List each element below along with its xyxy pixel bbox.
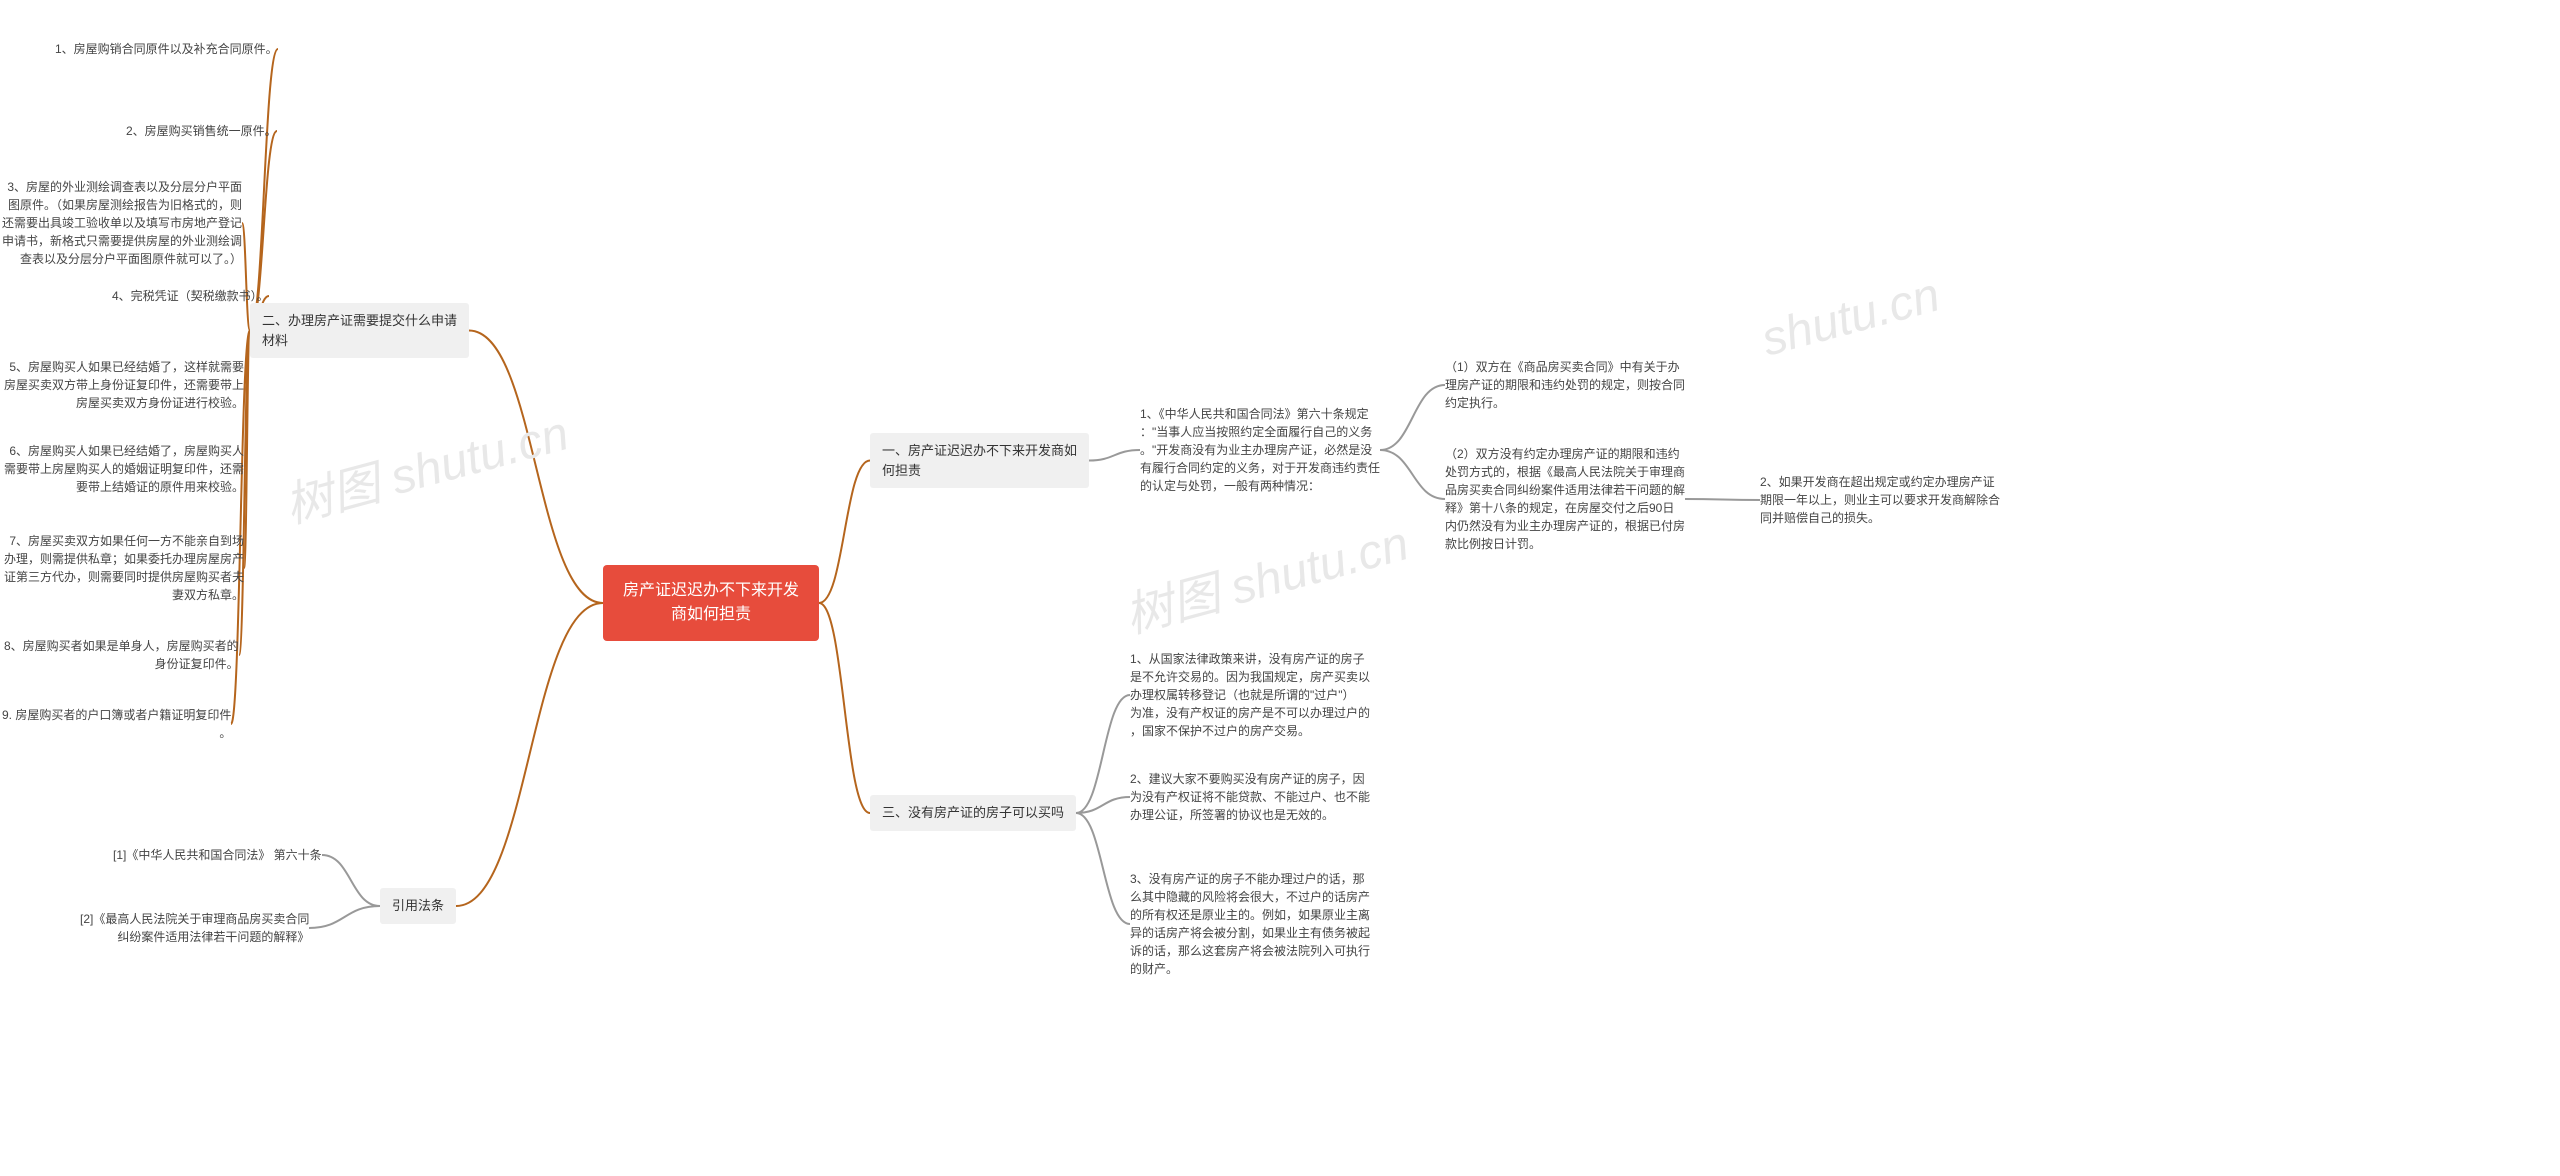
sub-node-s4[interactable]: 引用法条 [380, 888, 456, 924]
leaf-node[interactable]: [1]《中华人民共和国合同法》 第六十条 [113, 846, 322, 864]
sub-node-s1[interactable]: 一、房产证迟迟办不下来开发商如何担责 [870, 433, 1089, 488]
leaf-node[interactable]: 8、房屋购买者如果是单身人，房屋购买者的身份证复印件。 [4, 637, 239, 673]
leaf-node[interactable]: 3、房屋的外业测绘调查表以及分层分户平面图原件。（如果房屋测绘报告为旧格式的，则… [2, 178, 242, 268]
watermark: 树图 shutu.cn [276, 394, 575, 537]
leaf-node[interactable]: [2]《最高人民法院关于审理商品房买卖合同纠纷案件适用法律若干问题的解释》 [80, 910, 309, 946]
leaf-node[interactable]: 6、房屋购买人如果已经结婚了，房屋购买人需要带上房屋购买人的婚姻证明复印件，还需… [4, 442, 244, 496]
leaf-node[interactable]: 2、如果开发商在超出规定或约定办理房产证期限一年以上，则业主可以要求开发商解除合… [1760, 473, 2000, 527]
leaf-node[interactable]: 7、房屋买卖双方如果任何一方不能亲自到场办理，则需提供私章；如果委托办理房屋房产… [4, 532, 244, 604]
leaf-node[interactable]: 1、从国家法律政策来讲，没有房产证的房子是不允许交易的。因为我国规定，房产买卖以… [1130, 650, 1370, 740]
sub-node-s3[interactable]: 三、没有房产证的房子可以买吗 [870, 795, 1076, 831]
leaf-node[interactable]: 2、建议大家不要购买没有房产证的房子，因为没有产权证将不能贷款、不能过户、也不能… [1130, 770, 1370, 824]
leaf-node[interactable]: 1、房屋购销合同原件以及补充合同原件。 [55, 40, 278, 58]
watermark: 树图 shutu.cn [1116, 504, 1415, 647]
sub-node-s2[interactable]: 二、办理房产证需要提交什么申请材料 [250, 303, 469, 358]
leaf-node[interactable]: （1）双方在《商品房买卖合同》中有关于办理房产证的期限和违约处罚的规定，则按合同… [1445, 358, 1685, 412]
leaf-node[interactable]: 2、房屋购买销售统一原件。 [126, 122, 277, 140]
leaf-node[interactable]: 4、完税凭证（契税缴款书）。 [112, 287, 269, 305]
leaf-node[interactable]: 3、没有房产证的房子不能办理过户的话，那么其中隐藏的风险将会很大，不过户的话房产… [1130, 870, 1370, 978]
leaf-node[interactable]: 1、《中华人民共和国合同法》第六十条规定："当事人应当按照约定全面履行自己的义务… [1140, 405, 1380, 495]
leaf-node[interactable]: 9. 房屋购买者的户口簿或者户籍证明复印件。 [2, 706, 231, 742]
leaf-node[interactable]: 5、房屋购买人如果已经结婚了，这样就需要房屋买卖双方带上身份证复印件，还需要带上… [4, 358, 244, 412]
watermark: shutu.cn [1756, 267, 1946, 367]
root-node[interactable]: 房产证迟迟办不下来开发商如何担责 [603, 565, 819, 641]
leaf-node[interactable]: （2）双方没有约定办理房产证的期限和违约处罚方式的，根据《最高人民法院关于审理商… [1445, 445, 1685, 553]
